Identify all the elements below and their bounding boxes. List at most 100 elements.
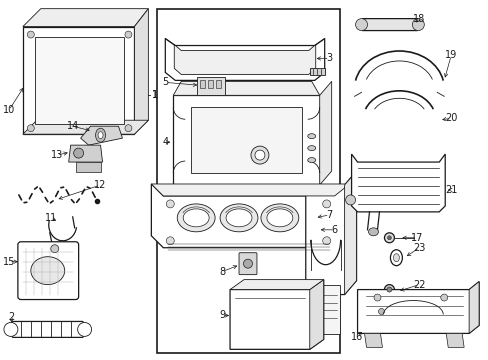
Polygon shape — [35, 37, 124, 124]
Ellipse shape — [307, 146, 315, 150]
Polygon shape — [165, 39, 324, 80]
Polygon shape — [191, 107, 301, 173]
Polygon shape — [23, 120, 148, 134]
Ellipse shape — [254, 150, 264, 160]
Ellipse shape — [386, 236, 390, 240]
Ellipse shape — [220, 204, 258, 232]
Ellipse shape — [27, 125, 34, 132]
Polygon shape — [76, 162, 101, 172]
Polygon shape — [229, 280, 323, 289]
Ellipse shape — [74, 148, 83, 158]
Polygon shape — [351, 154, 444, 212]
Ellipse shape — [384, 233, 394, 243]
Ellipse shape — [31, 257, 64, 285]
Ellipse shape — [322, 200, 330, 208]
Ellipse shape — [261, 204, 298, 232]
Polygon shape — [173, 95, 319, 185]
Ellipse shape — [4, 323, 18, 336]
Ellipse shape — [78, 323, 91, 336]
Text: 10: 10 — [3, 105, 15, 115]
Text: 14: 14 — [66, 121, 79, 131]
Bar — [157, 9, 339, 353]
Text: 18: 18 — [412, 14, 425, 24]
Text: 7: 7 — [326, 210, 332, 220]
Ellipse shape — [27, 31, 34, 38]
Ellipse shape — [51, 245, 59, 253]
Text: 8: 8 — [219, 267, 224, 276]
Ellipse shape — [393, 254, 399, 262]
Bar — [216, 80, 221, 88]
Polygon shape — [319, 81, 331, 185]
Ellipse shape — [378, 309, 384, 315]
Ellipse shape — [440, 294, 447, 301]
Ellipse shape — [307, 158, 315, 163]
Polygon shape — [309, 280, 323, 349]
Ellipse shape — [411, 19, 424, 31]
Text: 5: 5 — [162, 77, 168, 87]
Text: 2: 2 — [8, 312, 14, 323]
Text: 9: 9 — [219, 310, 224, 320]
Polygon shape — [344, 171, 356, 294]
Polygon shape — [364, 333, 382, 347]
Polygon shape — [360, 19, 419, 31]
Polygon shape — [68, 145, 102, 162]
Polygon shape — [151, 184, 349, 248]
Polygon shape — [134, 9, 148, 134]
Ellipse shape — [125, 31, 132, 38]
Ellipse shape — [166, 237, 174, 245]
Polygon shape — [229, 280, 323, 349]
Text: 22: 22 — [412, 280, 425, 289]
Text: 1: 1 — [152, 90, 158, 100]
Polygon shape — [81, 126, 122, 145]
Ellipse shape — [386, 287, 391, 292]
Ellipse shape — [368, 228, 378, 236]
Ellipse shape — [166, 200, 174, 208]
Ellipse shape — [225, 209, 251, 227]
Ellipse shape — [266, 209, 292, 227]
Polygon shape — [468, 282, 478, 333]
FancyBboxPatch shape — [239, 253, 256, 275]
Text: 11: 11 — [44, 213, 57, 223]
Ellipse shape — [98, 132, 103, 139]
Text: 1: 1 — [152, 90, 158, 100]
Text: 13: 13 — [50, 150, 63, 160]
Ellipse shape — [95, 128, 105, 142]
Text: 21: 21 — [444, 185, 456, 195]
Bar — [208, 80, 213, 88]
Ellipse shape — [183, 209, 209, 227]
Polygon shape — [23, 9, 148, 27]
Ellipse shape — [307, 134, 315, 139]
Text: 17: 17 — [410, 233, 423, 243]
Text: 19: 19 — [444, 50, 456, 60]
Ellipse shape — [373, 294, 380, 301]
Ellipse shape — [177, 204, 215, 232]
Polygon shape — [23, 27, 134, 134]
Ellipse shape — [384, 285, 394, 294]
Bar — [197, 77, 224, 95]
Bar — [200, 80, 205, 88]
Ellipse shape — [322, 237, 330, 245]
Polygon shape — [173, 81, 319, 95]
Text: 16: 16 — [351, 332, 363, 342]
Text: 6: 6 — [331, 225, 337, 235]
Ellipse shape — [355, 19, 367, 31]
Text: 20: 20 — [444, 113, 456, 123]
Polygon shape — [310, 285, 339, 334]
Polygon shape — [357, 282, 478, 333]
FancyBboxPatch shape — [18, 242, 79, 300]
Polygon shape — [174, 45, 315, 75]
Polygon shape — [309, 68, 324, 75]
Polygon shape — [7, 321, 88, 337]
Ellipse shape — [250, 146, 268, 164]
Ellipse shape — [243, 259, 252, 268]
Text: 23: 23 — [412, 243, 425, 253]
Polygon shape — [151, 184, 349, 196]
Text: 3: 3 — [326, 54, 332, 63]
Ellipse shape — [125, 125, 132, 132]
Text: 4: 4 — [162, 137, 168, 147]
Text: 15: 15 — [3, 257, 15, 267]
Polygon shape — [305, 171, 356, 294]
Ellipse shape — [389, 250, 402, 266]
Text: 12: 12 — [94, 180, 106, 190]
Ellipse shape — [345, 195, 355, 205]
